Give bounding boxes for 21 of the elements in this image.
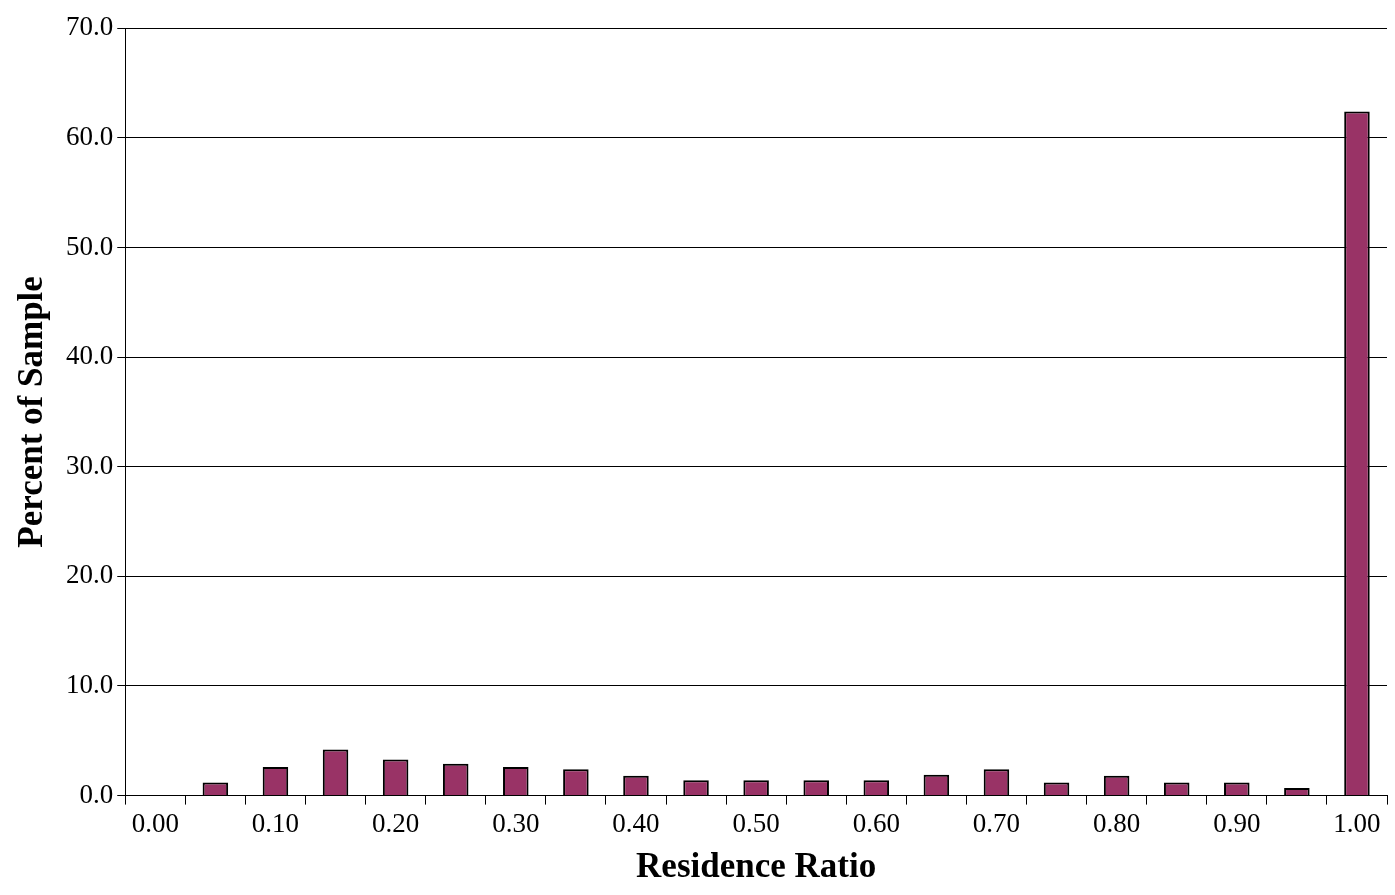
x-tick-label: 0.70 bbox=[972, 807, 1021, 838]
y-tick-label: 70.0 bbox=[66, 11, 114, 42]
x-tick-label: 0.60 bbox=[852, 807, 900, 838]
x-tick-label: 0.30 bbox=[492, 807, 540, 838]
y-tick-label: 10.0 bbox=[66, 669, 114, 700]
x-tick-label: 0.20 bbox=[372, 807, 420, 838]
y-tick-label: 30.0 bbox=[66, 449, 114, 480]
y-tick-label: 0.0 bbox=[79, 778, 114, 809]
x-tick-label: 0.00 bbox=[131, 807, 179, 838]
y-tick-label: 50.0 bbox=[66, 230, 114, 261]
x-tick-label: 0.80 bbox=[1093, 807, 1141, 838]
y-axis-title: Percent of Sample bbox=[11, 276, 51, 548]
x-tick-label: 0.40 bbox=[612, 807, 660, 838]
x-tick-label: 0.50 bbox=[732, 807, 780, 838]
y-tick-label: 20.0 bbox=[66, 559, 114, 590]
y-tick-label: 60.0 bbox=[66, 120, 114, 151]
x-axis-title: Residence Ratio bbox=[636, 846, 877, 886]
x-tick-label: 1.00 bbox=[1333, 807, 1381, 838]
x-tick-label: 0.10 bbox=[251, 807, 300, 838]
y-tick-label: 40.0 bbox=[66, 340, 114, 371]
x-tick-label: 0.90 bbox=[1213, 807, 1261, 838]
